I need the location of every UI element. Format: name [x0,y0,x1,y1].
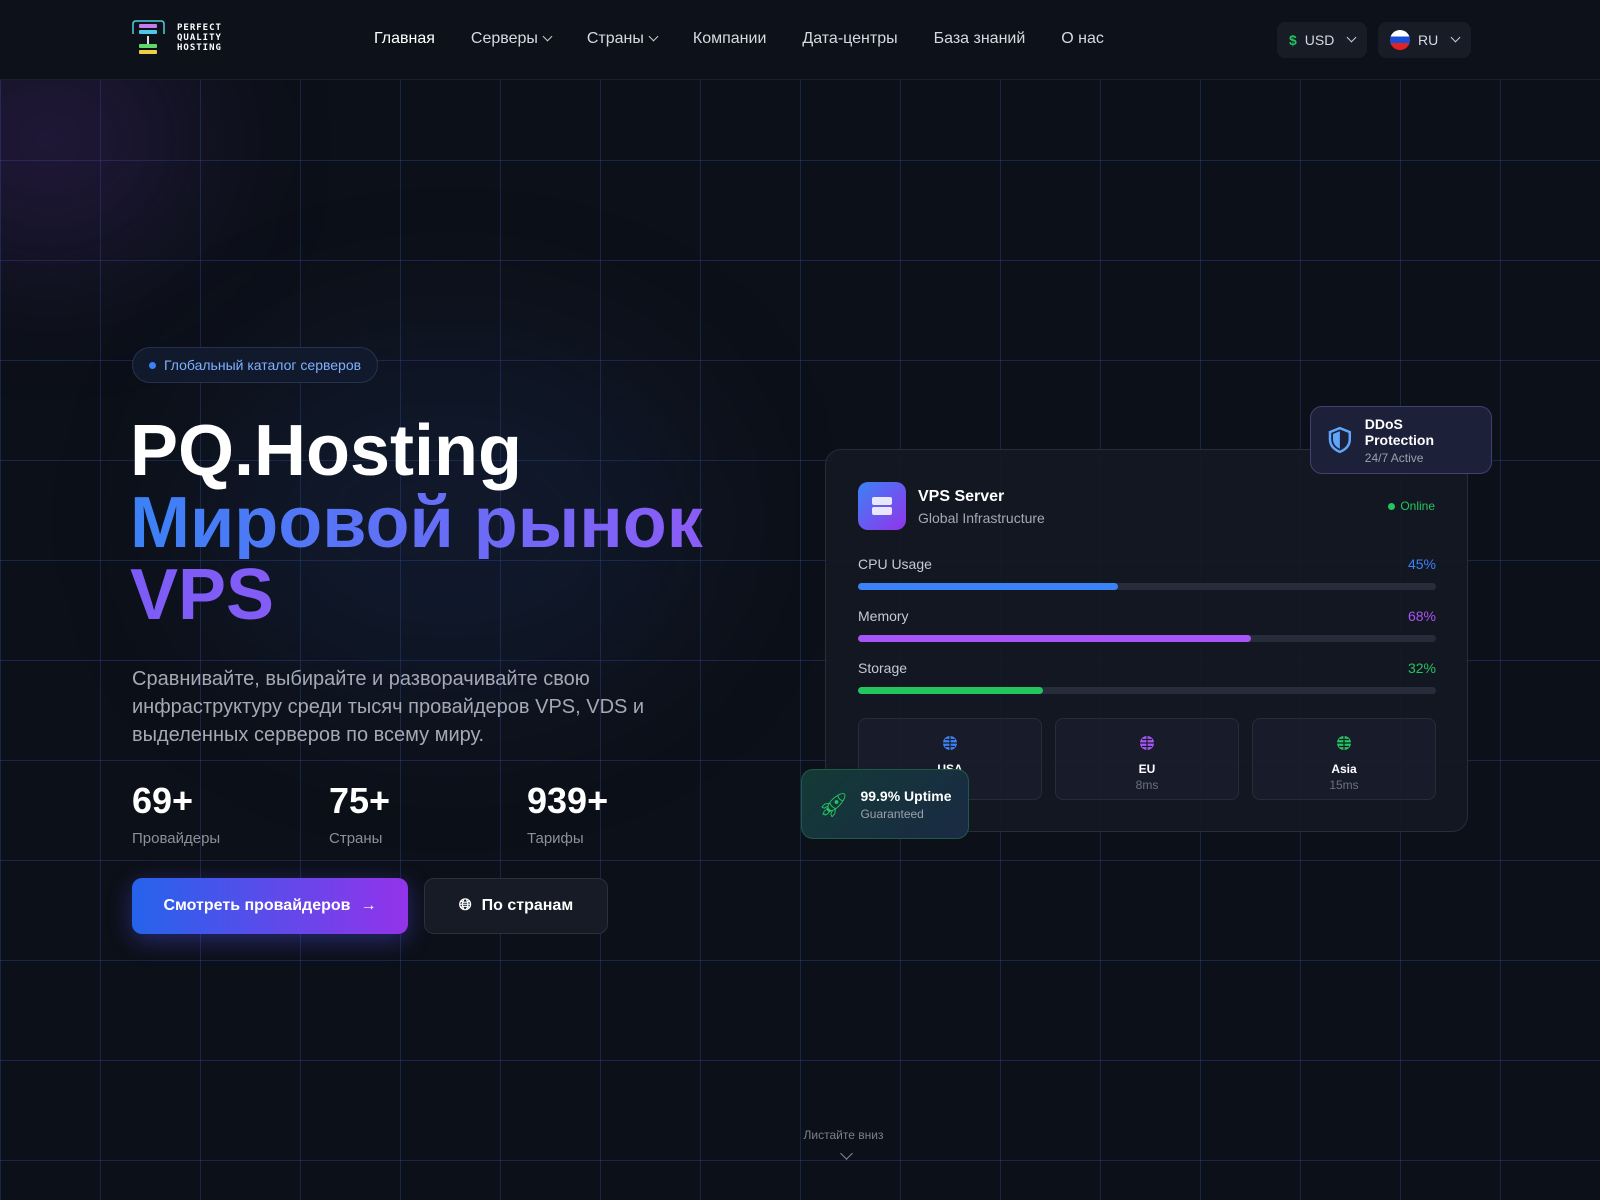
globe-icon [1140,736,1154,750]
dollar-icon: $ [1289,32,1297,48]
progress-fill [858,635,1252,642]
nav-home[interactable]: Главная [374,30,435,47]
badge-text: Глобальный каталог серверов [164,357,362,373]
rocket-icon: 🚀︎ [818,792,849,819]
globe-icon [943,736,957,750]
progress-fill [858,687,1043,694]
chevron-down-icon [648,31,659,42]
region-eu: EU 8ms [1055,718,1239,800]
by-countries-button[interactable]: 🌐︎ По странам [424,878,608,934]
dot-icon [149,361,156,369]
metric-value: 45% [1407,556,1436,572]
nav-companies[interactable]: Компании [692,30,767,47]
title-line: VPS [130,559,703,631]
server-icon [858,482,906,530]
ddos-protection-badge: DDoS Protection 24/7 Active [1310,406,1492,474]
nav-datacenters[interactable]: Дата-центры [802,30,898,47]
chevron-down-icon [542,31,553,42]
scroll-hint[interactable]: Листайте вниз [0,1128,1600,1164]
catalog-badge: Глобальный каталог серверов [132,347,379,383]
stat-countries: 75+ Страны [329,780,391,847]
logo-text: PERFECT QUALITY HOSTING [177,23,222,53]
hero-description: Сравнивайте, выбирайте и разворачивайте … [132,668,645,746]
globe-icon [1337,736,1351,750]
nav-countries[interactable]: Страны [587,30,659,48]
metric-value: 68% [1407,608,1436,624]
stat-plans: 939+ Тарифы [527,780,609,847]
chevron-down-icon [1346,32,1357,42]
hero-title: PQ.Hosting Мировой рынок VPS [130,415,703,631]
view-providers-button[interactable]: Смотреть провайдеров → [132,878,408,934]
uptime-badge: 🚀︎ 99.9% Uptime Guaranteed [801,769,969,839]
main-nav: Главная Серверы Страны Компании Дата-цен… [374,30,1104,48]
title-line: PQ.Hosting [130,411,522,491]
metric-label: CPU Usage [858,556,932,572]
language-value: RU [1418,32,1439,48]
progress-bar [858,635,1436,642]
title-line: Мировой рынок [130,483,703,563]
metric-label: Storage [858,660,908,676]
metric-value: 32% [1407,660,1436,676]
metric-storage: Storage 32% [858,660,1436,694]
logo[interactable]: PERFECT QUALITY HOSTING [131,20,222,56]
nav-knowledge-base[interactable]: База знаний [933,30,1026,47]
stat-providers: 69+ Провайдеры [132,780,221,847]
region-asia: Asia 15ms [1252,718,1436,800]
nav-about[interactable]: О нас [1061,30,1104,47]
globe-icon: 🌐︎ [458,897,472,914]
chevron-down-icon [840,1147,853,1160]
glow [200,340,700,700]
chevron-down-icon [1450,32,1461,42]
shield-icon [1328,426,1352,454]
metric-memory: Memory 68% [858,608,1436,642]
progress-bar [858,583,1436,590]
currency-value: USD [1304,32,1335,48]
arrow-right-icon: → [360,897,377,914]
metric-cpu-usage: CPU Usage 45% [858,556,1436,590]
logo-icon [132,20,165,54]
header: PERFECT QUALITY HOSTING Главная Серверы Ст… [0,0,1600,80]
card-title: VPS Server [918,488,1005,505]
progress-bar [858,687,1436,694]
progress-fill [858,583,1119,590]
russia-flag-icon [1390,30,1410,50]
language-select[interactable]: RU [1378,22,1472,58]
nav-servers[interactable]: Серверы [471,30,553,48]
currency-select[interactable]: $ USD [1277,22,1368,58]
metric-label: Memory [858,608,909,624]
card-subtitle: Global Infrastructure [918,510,1045,526]
status-badge: Online [1388,499,1435,513]
